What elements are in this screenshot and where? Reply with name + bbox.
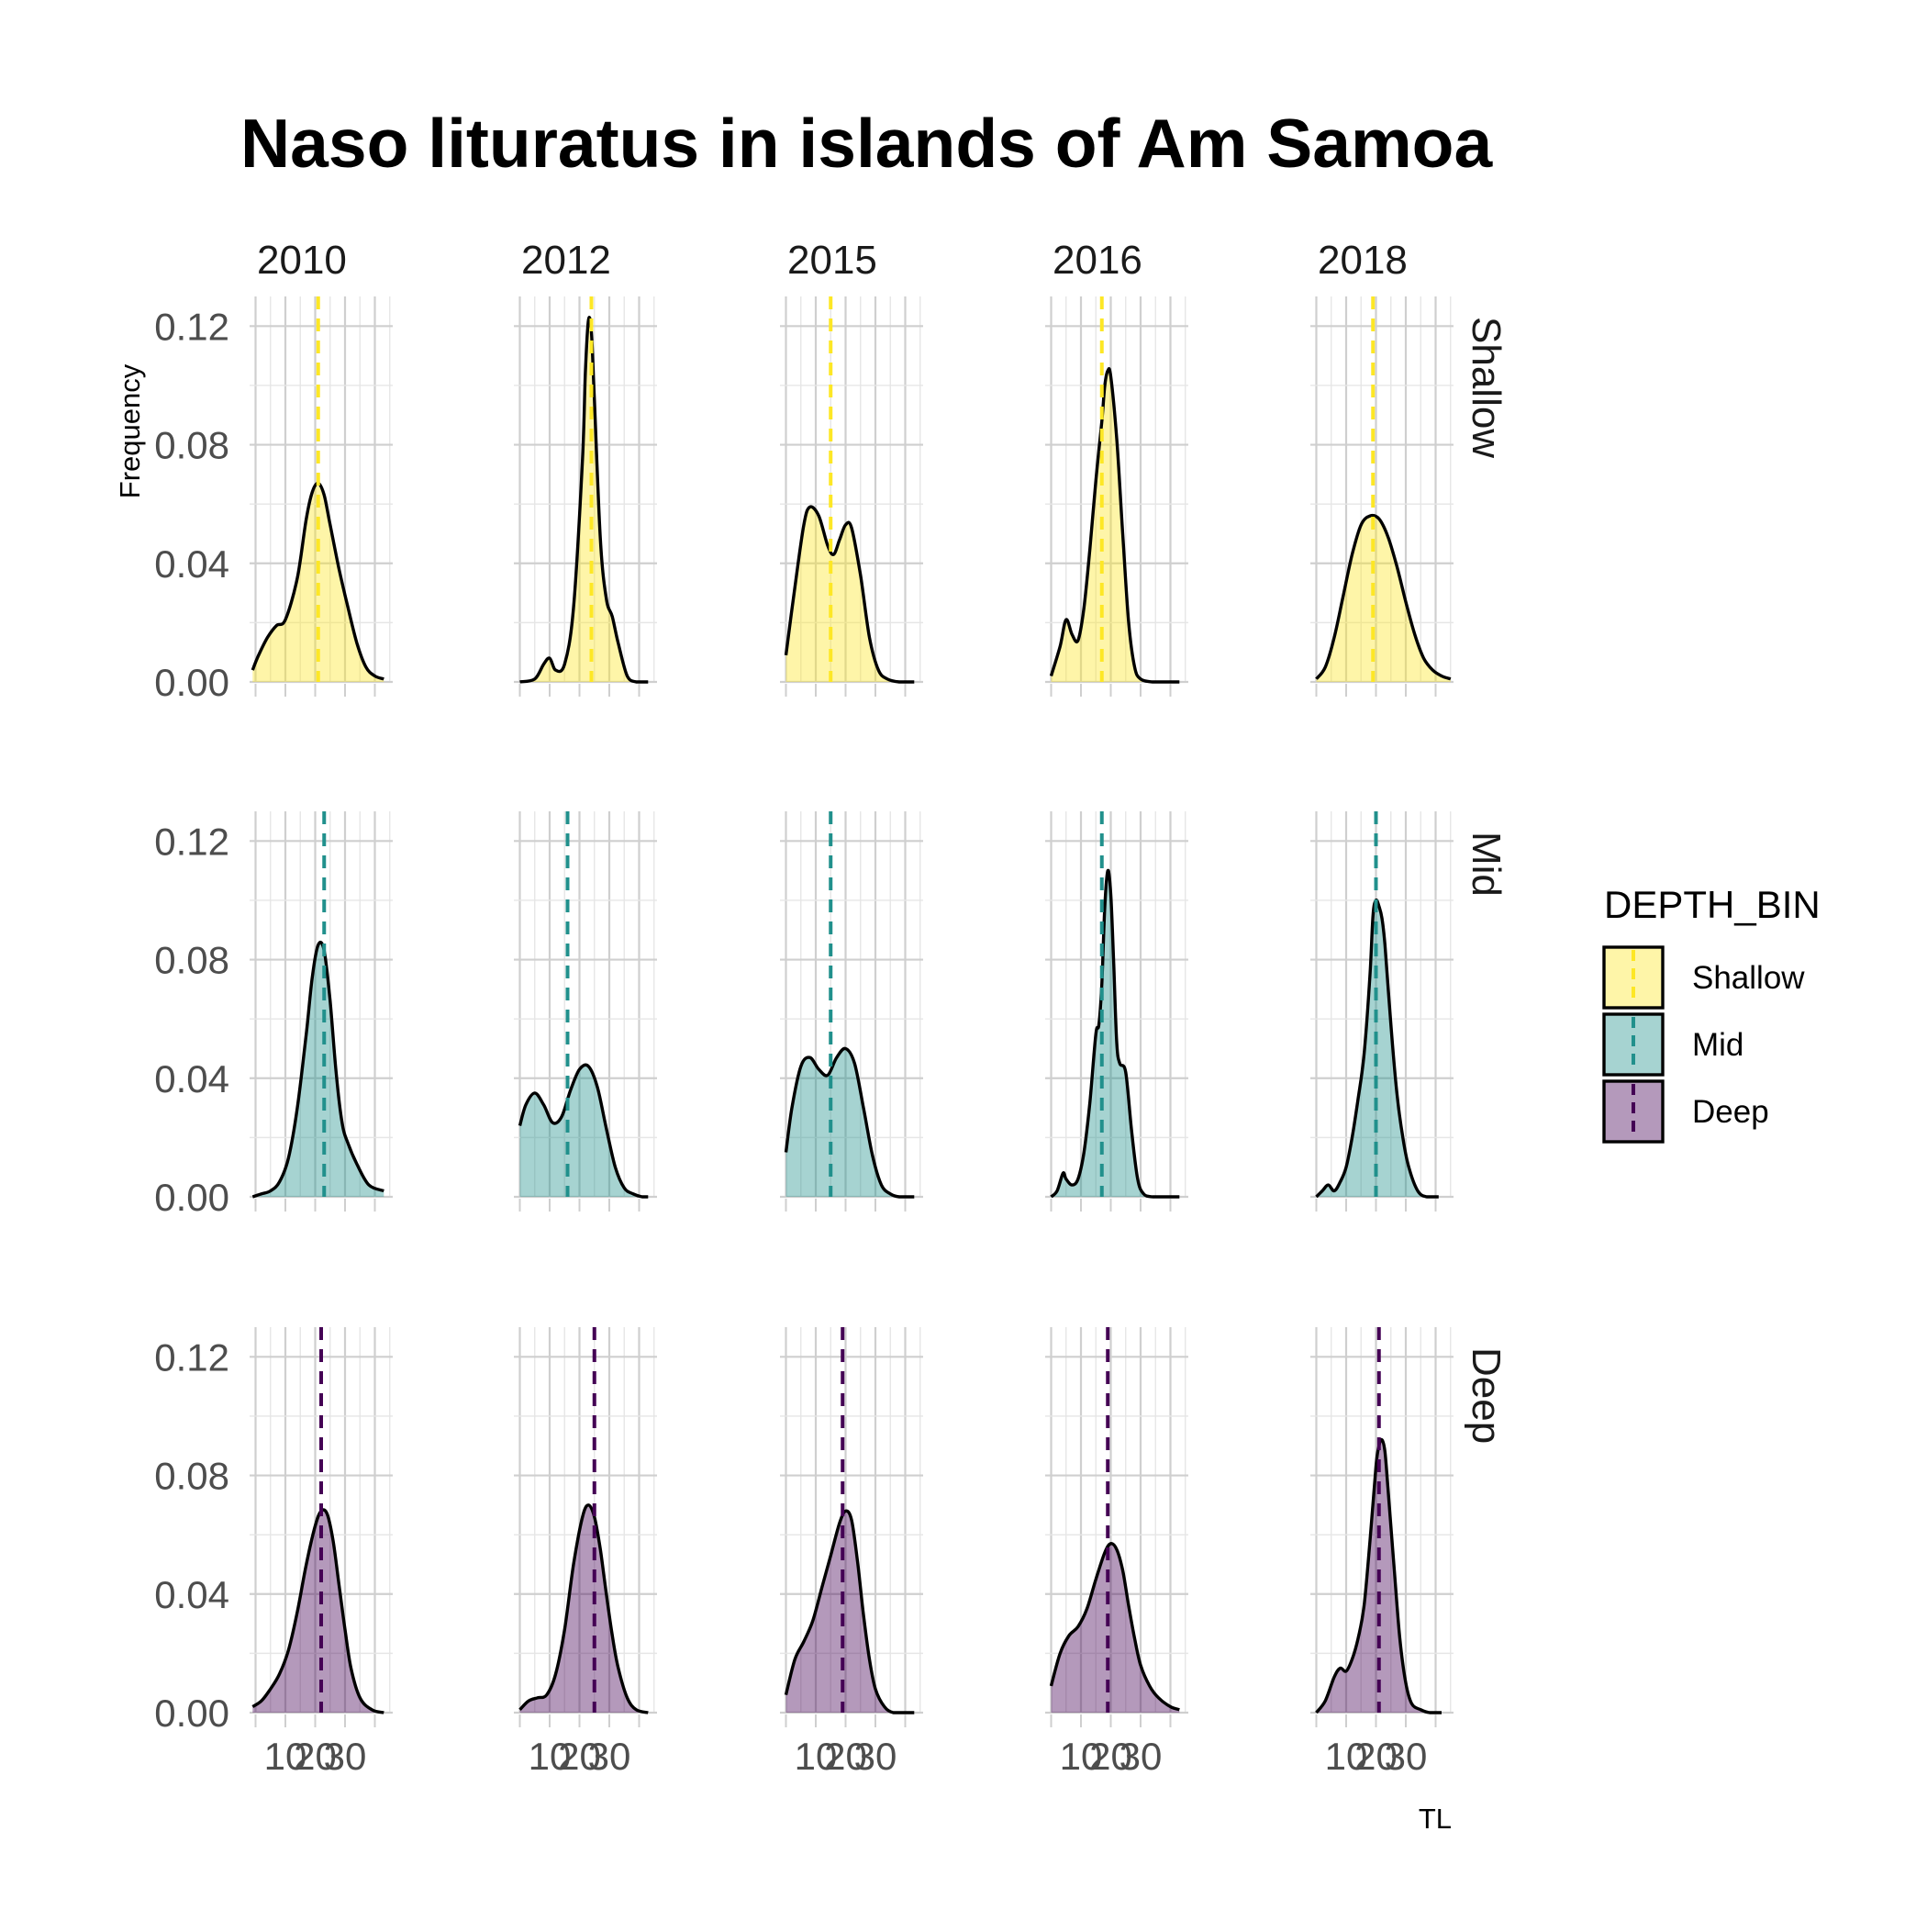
panel-deep-2012	[514, 1327, 657, 1727]
x-tick-label: 10	[795, 1735, 838, 1778]
x-tick-label: 30	[588, 1735, 631, 1778]
density-area-mid-2018	[1316, 899, 1439, 1197]
facet-strip-2018: 2018	[1318, 238, 1408, 283]
density-line-shallow-2012	[519, 316, 649, 684]
density-area-mid-2015	[785, 1048, 915, 1197]
y-tick-label: 0.12	[154, 1335, 229, 1379]
x-tick-label: 20	[294, 1735, 337, 1778]
density-area-shallow-2015	[785, 507, 915, 682]
y-tick-label: 0.04	[154, 1573, 229, 1616]
density-area-deep-2015	[785, 1511, 915, 1713]
density-area-shallow-2010	[252, 483, 384, 682]
panel-deep-2015	[780, 1327, 923, 1727]
panel-deep-2018	[1310, 1327, 1454, 1727]
x-tick-label: 30	[1119, 1735, 1163, 1778]
x-tick-label: 30	[854, 1735, 897, 1778]
density-area-shallow-2012	[519, 317, 649, 682]
legend-item-shallow: Shallow	[1602, 945, 1805, 1010]
x-tick-label: 30	[324, 1735, 367, 1778]
density-line-deep-2015	[784, 1509, 915, 1714]
density-line-deep-2012	[518, 1503, 649, 1714]
density-line-shallow-2018	[1315, 513, 1452, 681]
density-area-mid-2010	[252, 942, 384, 1197]
x-tick-label: 20	[824, 1735, 867, 1778]
x-axis-title: TL	[1419, 1803, 1452, 1835]
panel-shallow-2016	[1045, 296, 1188, 697]
y-tick-label: 0.00	[154, 1692, 229, 1735]
density-area-deep-2016	[1051, 1543, 1180, 1713]
panel-mid-2016	[1045, 811, 1188, 1212]
panel-mid-2018	[1310, 811, 1454, 1212]
facet-strip-2016: 2016	[1053, 238, 1142, 283]
legend-label-deep: Deep	[1692, 1094, 1769, 1130]
panel-mid-2015	[780, 811, 923, 1212]
chart-title: Naso lituratus in islands of Am Samoa	[240, 105, 1493, 182]
y-tick-label: 0.00	[154, 1176, 229, 1219]
panel-mid-2010	[250, 811, 393, 1212]
x-tick-label: 10	[1060, 1735, 1103, 1778]
panel-deep-2010	[250, 1327, 393, 1727]
facet-strip-2010: 2010	[257, 238, 347, 283]
density-line-shallow-2015	[784, 505, 915, 684]
x-tick-label: 20	[1089, 1735, 1132, 1778]
legend-label-mid: Mid	[1692, 1027, 1743, 1063]
panel-shallow-2018	[1310, 296, 1454, 697]
facet-panels: 2010 2012 2015 2016 2018ShallowMidDeep0.000.…	[114, 238, 1509, 1835]
y-tick-label: 0.00	[154, 661, 229, 704]
facet-strip-shallow: Shallow	[1464, 317, 1509, 458]
legend-item-mid: Mid	[1602, 1012, 1743, 1077]
density-area-mid-2012	[519, 1065, 649, 1197]
density-area-shallow-2018	[1316, 515, 1451, 682]
density-line-mid-2010	[251, 940, 384, 1199]
panel-deep-2016	[1045, 1327, 1188, 1727]
density-line-mid-2016	[1050, 868, 1180, 1199]
facet-strip-2015: 2015	[787, 238, 877, 283]
legend-label-shallow: Shallow	[1692, 960, 1805, 996]
density-line-shallow-2016	[1049, 367, 1180, 684]
y-tick-label: 0.04	[154, 1057, 229, 1100]
facet-strip-mid: Mid	[1464, 832, 1509, 897]
y-tick-label: 0.12	[154, 305, 229, 348]
density-line-mid-2012	[518, 1063, 649, 1199]
panel-shallow-2010	[250, 296, 393, 697]
y-tick-label: 0.12	[154, 820, 229, 863]
density-area-shallow-2016	[1051, 368, 1180, 682]
x-tick-label: 10	[264, 1735, 307, 1778]
y-tick-label: 0.08	[154, 424, 229, 467]
y-tick-label: 0.08	[154, 939, 229, 982]
legend-title: DEPTH_BIN	[1604, 883, 1821, 926]
x-tick-label: 30	[1385, 1735, 1428, 1778]
y-tick-label: 0.08	[154, 1455, 229, 1498]
x-tick-label: 10	[529, 1735, 572, 1778]
density-line-deep-2016	[1049, 1542, 1180, 1712]
x-tick-label: 10	[1325, 1735, 1368, 1778]
y-tick-label: 0.04	[154, 542, 229, 586]
density-area-deep-2012	[519, 1504, 649, 1713]
legend-item-deep: Deep	[1602, 1079, 1769, 1144]
density-area-deep-2010	[252, 1509, 384, 1713]
panel-shallow-2012	[514, 296, 657, 697]
panel-shallow-2015	[780, 296, 923, 697]
facet-strip-deep: Deep	[1464, 1347, 1509, 1444]
density-line-mid-2015	[784, 1046, 915, 1199]
x-tick-label: 20	[558, 1735, 601, 1778]
facet-strip-2012: 2012	[521, 238, 611, 283]
x-tick-label: 20	[1354, 1735, 1398, 1778]
panel-mid-2012	[514, 811, 657, 1212]
legend: DEPTH_BIN Shallow Mid Deep	[1602, 883, 1821, 1144]
y-axis-title: Frequency	[114, 363, 146, 498]
